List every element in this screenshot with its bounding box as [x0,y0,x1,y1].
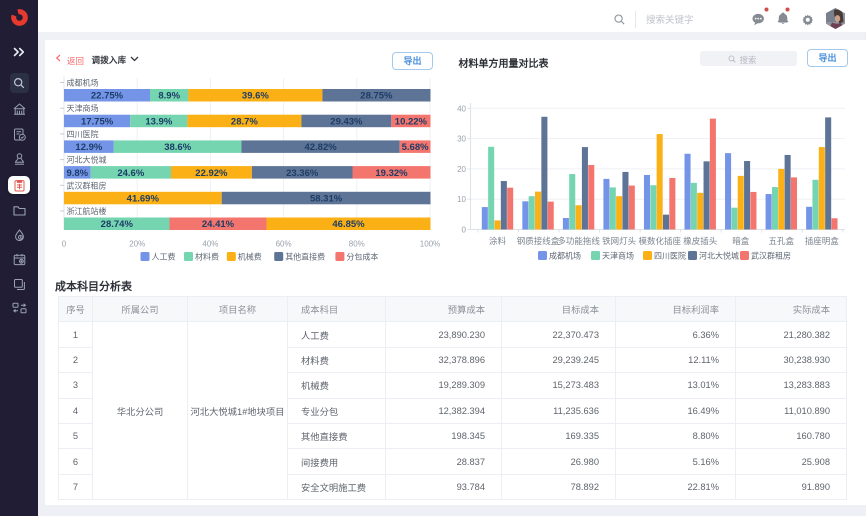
svg-text:24.6%: 24.6% [117,168,144,179]
svg-text:人工费: 人工费 [152,252,176,262]
svg-text:60%: 60% [276,240,292,249]
svg-text:24.41%: 24.41% [202,219,235,230]
svg-text:分包成本: 分包成本 [346,252,378,262]
svg-text:41.69%: 41.69% [127,194,160,205]
svg-text:8.9%: 8.9% [158,91,180,102]
svg-text:17.75%: 17.75% [81,116,114,127]
svg-text:橡皮插头: 橡皮插头 [683,236,718,246]
svg-text:5.68%: 5.68% [402,142,429,153]
svg-text:42.82%: 42.82% [304,142,337,153]
svg-text:成都机场: 成都机场 [549,251,581,261]
svg-text:28.75%: 28.75% [360,91,393,102]
svg-text:28.7%: 28.7% [231,116,258,127]
svg-text:0: 0 [462,226,467,235]
svg-text:机械费: 机械费 [238,252,262,262]
svg-text:暗盒: 暗盒 [732,236,750,246]
svg-text:10: 10 [457,195,466,204]
svg-text:40: 40 [457,104,466,113]
svg-text:22.92%: 22.92% [195,168,228,179]
svg-text:29.43%: 29.43% [330,116,363,127]
svg-text:钢质接线盒: 钢质接线盒 [517,236,560,246]
svg-text:五孔盒: 五孔盒 [769,236,795,246]
svg-text:38.6%: 38.6% [164,142,191,153]
svg-text:武汉群租房: 武汉群租房 [67,180,107,190]
svg-text:13.9%: 13.9% [145,116,172,127]
svg-text:58.31%: 58.31% [310,194,343,205]
svg-text:四川医院: 四川医院 [67,129,99,139]
svg-text:19.32%: 19.32% [375,168,408,179]
svg-text:10.22%: 10.22% [395,116,428,127]
svg-text:12.9%: 12.9% [75,142,102,153]
svg-text:插座明盒: 插座明盒 [805,236,840,246]
svg-text:模数化插座: 模数化插座 [638,236,681,246]
svg-text:23.36%: 23.36% [286,168,319,179]
svg-text:46.85%: 46.85% [332,219,365,230]
svg-text:22.75%: 22.75% [91,91,124,102]
svg-text:其他直接费: 其他直接费 [285,252,325,262]
svg-text:多功能拖线: 多功能拖线 [557,236,600,246]
svg-text:四川医院: 四川医院 [654,251,686,261]
svg-text:涂料: 涂料 [489,236,507,246]
svg-text:9.8%: 9.8% [66,168,88,179]
svg-text:成都机场: 成都机场 [67,78,99,88]
svg-text:80%: 80% [349,240,365,249]
svg-text:100%: 100% [420,240,440,249]
svg-text:材料费: 材料费 [195,252,219,262]
svg-text:河北大悦城: 河北大悦城 [67,155,107,165]
svg-text:铁网灯头: 铁网灯头 [602,236,637,246]
svg-text:浙江航站楼: 浙江航站楼 [67,206,107,216]
svg-text:天津商场: 天津商场 [67,103,99,113]
svg-text:39.6%: 39.6% [242,91,269,102]
svg-text:20%: 20% [129,240,145,249]
svg-text:天津商场: 天津商场 [602,251,634,261]
svg-text:武汉群租房: 武汉群租房 [751,251,791,261]
svg-text:20: 20 [457,165,466,174]
svg-text:30: 30 [457,135,466,144]
svg-text:河北大悦城: 河北大悦城 [699,251,739,261]
svg-text:28.74%: 28.74% [101,219,134,230]
svg-text:40%: 40% [202,240,218,249]
svg-text:0: 0 [62,240,67,249]
